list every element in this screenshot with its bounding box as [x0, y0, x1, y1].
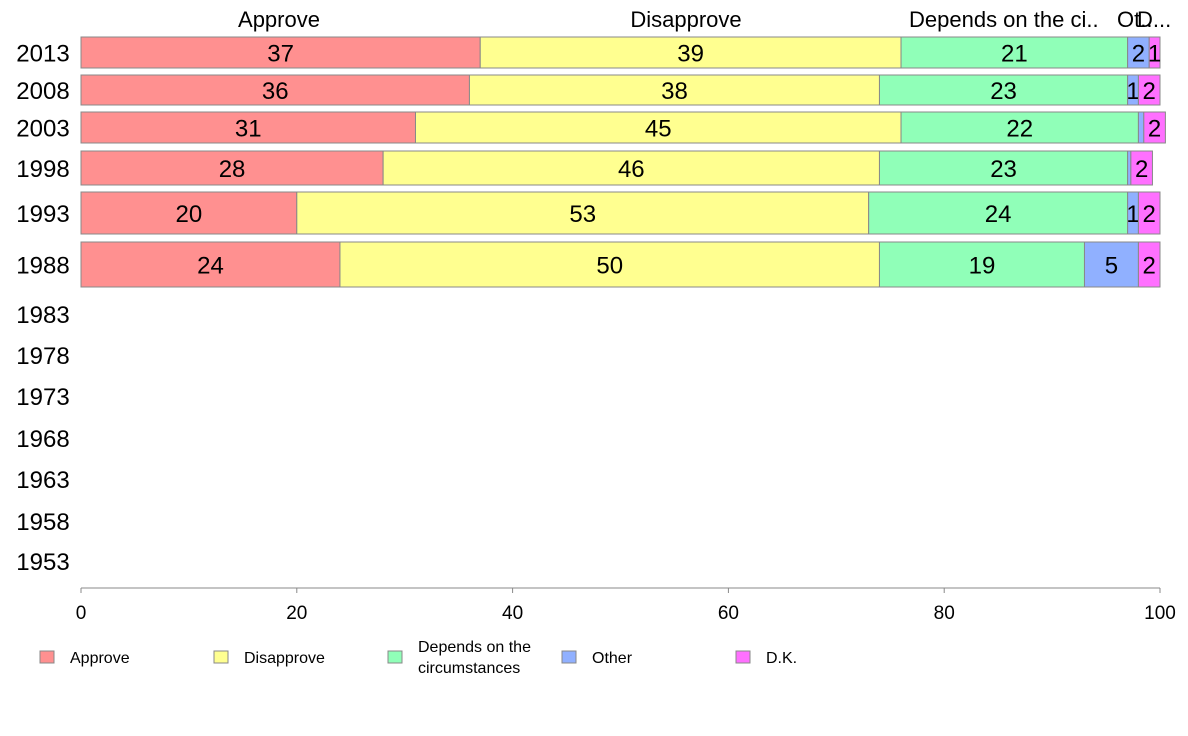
data-label-2003-1: 45: [645, 116, 672, 143]
bar-2008-disapprove: [468, 74, 880, 106]
bar-1998-approve: [80, 150, 384, 186]
bar-2003-d-k-: [1143, 111, 1166, 144]
x-axis: 0 20 40 60 80 100: [76, 587, 1176, 624]
legend-label-2-line-0: Depends on the: [418, 639, 531, 656]
bar-2013-disapprove: [479, 36, 902, 69]
data-label-1988-3: 5: [1105, 253, 1118, 280]
column-header-1: Disapprove: [630, 7, 741, 32]
bar-1988-d-k-: [1137, 241, 1161, 288]
legend-swatch-2: [387, 650, 403, 664]
bar-2013-approve: [80, 36, 481, 69]
legend-swatch-4: [735, 650, 751, 664]
year-labels: 2013 2008 2003 1998 1993 1988 1983 1978 1973 1968…: [16, 41, 69, 577]
legend-label-0: Approve: [70, 650, 130, 667]
data-label-2003-0: 31: [235, 116, 262, 143]
bar-2013-d-k-: [1148, 36, 1161, 69]
bar-1993-approve: [80, 191, 298, 235]
data-label-2008-3: 1: [1126, 78, 1139, 105]
x-tick-label-40: 40: [502, 603, 523, 624]
data-label-2013-4: 1: [1148, 41, 1161, 68]
data-label-2008-4: 2: [1143, 78, 1156, 105]
year-label-2003: 2003: [16, 116, 69, 143]
year-label-1998: 1998: [16, 156, 69, 183]
year-label-1958: 1958: [16, 509, 69, 536]
legend-swatch-1: [213, 650, 229, 664]
data-label-1998-0: 28: [219, 156, 246, 183]
data-label-1998-2: 23: [990, 156, 1017, 183]
data-label-2013-3: 2: [1132, 41, 1145, 68]
data-label-2013-2: 21: [1001, 41, 1028, 68]
bar-1988-other: [1083, 241, 1139, 288]
bar-1998-disapprove: [382, 150, 880, 186]
bar-1993-d-k-: [1137, 191, 1161, 235]
bar-2003-other: [1137, 111, 1145, 144]
data-label-2003-4: 2: [1148, 116, 1161, 143]
column-header-3: Ot..: [1117, 7, 1152, 32]
year-label-1978: 1978: [16, 343, 69, 370]
legend-label-1: Disapprove: [244, 650, 325, 667]
data-label-1998-4: 2: [1135, 156, 1148, 183]
year-label-1993: 1993: [16, 201, 69, 228]
bar-1988-disapprove: [339, 241, 880, 288]
data-label-2003-2: 22: [1006, 116, 1033, 143]
data-label-1993-3: 1: [1126, 201, 1139, 228]
column-header-0: Approve: [238, 7, 320, 32]
year-label-1973: 1973: [16, 384, 69, 411]
data-label-1993-2: 24: [985, 201, 1012, 228]
bar-2008-d-k-: [1137, 74, 1161, 106]
column-header-4: D...: [1137, 7, 1171, 32]
year-label-2013: 2013: [16, 41, 69, 68]
legend-swatch-3: [561, 650, 577, 664]
data-label-1988-2: 19: [969, 253, 996, 280]
legend-swatch-0: [39, 650, 55, 664]
legend-label-3: Other: [592, 650, 633, 667]
bar-2013-depends-on-the-circumstances: [900, 36, 1129, 69]
data-label-2008-0: 36: [262, 78, 289, 105]
x-tick-label-20: 20: [286, 603, 307, 624]
x-tick-label-0: 0: [76, 603, 87, 624]
bar-2003-disapprove: [414, 111, 902, 144]
data-label-2013-0: 37: [267, 41, 294, 68]
legend-label-2-line-1: circumstances: [418, 660, 520, 677]
bar-1998-d-k-: [1130, 150, 1153, 186]
x-tick-label-100: 100: [1144, 603, 1176, 624]
data-label-1993-4: 2: [1143, 201, 1156, 228]
data-label-1993-1: 53: [569, 201, 596, 228]
bar-2003-approve: [80, 111, 416, 144]
data-label-1988-4: 2: [1143, 253, 1156, 280]
bar-2008-approve: [80, 74, 470, 106]
data-label-1998-1: 46: [618, 156, 645, 183]
column-header-2: Depends on the ci..: [909, 7, 1099, 32]
year-label-1968: 1968: [16, 426, 69, 453]
legend-label-4: D.K.: [766, 650, 797, 667]
x-tick-label-60: 60: [718, 603, 739, 624]
data-label-1988-0: 24: [197, 253, 224, 280]
bar-1988-depends-on-the-circumstances: [878, 241, 1085, 288]
year-label-1953: 1953: [16, 549, 69, 576]
data-label-1988-1: 50: [596, 253, 623, 280]
bar-1998-depends-on-the-circumstances: [878, 150, 1129, 186]
column-headers: Approve Disapprove Depends on the ci.. Ot..…: [238, 7, 1171, 32]
year-label-1963: 1963: [16, 467, 69, 494]
data-label-2013-1: 39: [677, 41, 704, 68]
bars-group: 37 39 21 2 136 38 23 1 231 45 22 228 46 23 220 53 24 1 224…: [80, 36, 1166, 288]
bar-1988-approve: [80, 241, 341, 288]
year-label-1988: 1988: [16, 253, 69, 280]
data-label-2008-1: 38: [661, 78, 688, 105]
data-label-2008-2: 23: [990, 78, 1017, 105]
year-label-1983: 1983: [16, 302, 69, 329]
x-tick-label-80: 80: [934, 603, 955, 624]
bar-1993-disapprove: [296, 191, 870, 235]
year-label-2008: 2008: [16, 78, 69, 105]
data-label-1993-0: 20: [176, 201, 203, 228]
legend: Approve Disapprove Depends on the circumsta…: [39, 639, 797, 677]
bar-2008-depends-on-the-circumstances: [878, 74, 1129, 106]
